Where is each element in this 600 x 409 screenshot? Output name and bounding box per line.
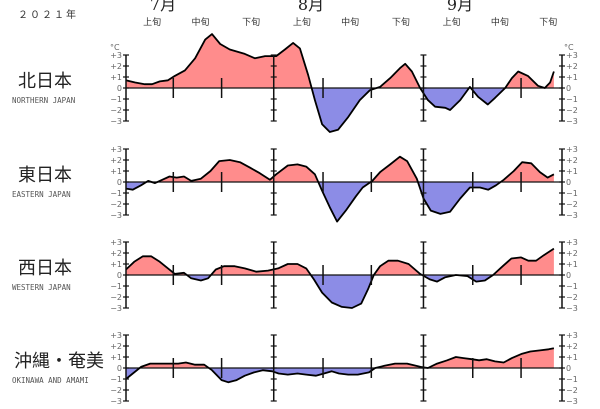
y-tick-label: +3 [566, 331, 578, 340]
y-tick-label: 0 [117, 178, 122, 187]
panel-western-japan: 西日本 WESTERN JAPAN +3 +2 +1 0 −1 −2 −3 +3 +2 +1 0 −1 −2… [12, 238, 578, 313]
y-tick-label: −1 [110, 282, 122, 291]
y-tick-label: −2 [110, 200, 122, 209]
y-tick-label: +1 [110, 167, 122, 176]
y-tick-label: −2 [110, 293, 122, 302]
negative-anomaly-area [126, 88, 554, 132]
y-tick-label: +2 [110, 249, 122, 258]
y-tick-label: +3 [110, 238, 122, 247]
y-tick-label: +3 [110, 331, 122, 340]
y-tick-label: −1 [110, 189, 122, 198]
y-tick-label: +1 [110, 73, 122, 82]
y-tick-label: −1 [566, 95, 578, 104]
y-tick-label: −2 [566, 106, 578, 115]
anomaly-line [125, 247, 555, 309]
y-tick-label: 0 [117, 271, 122, 280]
month-label: 7月 [150, 0, 176, 14]
y-tick-label: +2 [110, 342, 122, 351]
y-tick-label: −1 [566, 375, 578, 384]
year-label: ２０２１年 [18, 8, 78, 21]
decade-label: 中旬 [491, 16, 509, 28]
positive-anomaly-area [126, 248, 554, 275]
region-name-en: NORTHERN JAPAN [12, 96, 75, 105]
y-tick-label: −3 [110, 304, 122, 313]
anomaly-line [125, 347, 555, 384]
y-tick-label: +1 [110, 260, 122, 269]
panel-okinawa-and-amami: 沖縄・奄美 OKINAWA AND AMAMI +3 +2 +1 0 −1 −2 −3 +3 +2 +… [12, 331, 578, 406]
anomaly-line [125, 33, 555, 133]
y-tick-label: −2 [566, 293, 578, 302]
y-tick-label: +3 [566, 238, 578, 247]
decade-label: 上旬 [143, 16, 161, 28]
y-tick-label: −2 [110, 106, 122, 115]
y-tick-label: −3 [110, 117, 122, 126]
y-tick-label: 0 [566, 271, 571, 280]
y-tick-label: −3 [110, 211, 122, 220]
month-label: 8月 [298, 0, 324, 14]
y-tick-label: +3 [566, 51, 578, 60]
y-tick-label: −3 [566, 211, 578, 220]
y-tick-label: +3 [110, 145, 122, 154]
region-name-en: WESTERN JAPAN [12, 283, 71, 292]
y-tick-label: −2 [566, 200, 578, 209]
y-tick-label: 0 [117, 364, 122, 373]
y-tick-label: −1 [110, 375, 122, 384]
y-tick-label: +2 [566, 62, 578, 71]
y-tick-label: +2 [566, 249, 578, 258]
y-tick-label: +1 [110, 353, 122, 362]
decade-label: 中旬 [341, 16, 359, 28]
y-tick-label: −3 [566, 397, 578, 406]
y-tick-label: 0 [566, 84, 571, 93]
month-label: 9月 [447, 0, 473, 14]
y-tick-label: +1 [566, 260, 578, 269]
y-tick-label: +3 [566, 145, 578, 154]
y-tick-label: +2 [110, 62, 122, 71]
y-tick-label: −1 [566, 282, 578, 291]
y-tick-label: +3 [110, 51, 122, 60]
negative-anomaly-area [126, 368, 554, 383]
positive-anomaly-area [126, 156, 554, 182]
y-tick-label: −1 [566, 189, 578, 198]
region-name: 北日本 [18, 71, 72, 92]
y-tick-label: +2 [110, 156, 122, 165]
decade-label: 下旬 [539, 16, 557, 28]
positive-anomaly-area [126, 348, 554, 368]
y-tick-label: −3 [566, 117, 578, 126]
decade-label: 上旬 [443, 16, 461, 28]
region-name-en: OKINAWA AND AMAMI [12, 376, 89, 385]
y-tick-label: −2 [110, 386, 122, 395]
y-tick-label: +1 [566, 353, 578, 362]
y-tick-label: −1 [110, 95, 122, 104]
decade-label: 下旬 [392, 16, 410, 28]
positive-anomaly-area [126, 34, 554, 88]
negative-anomaly-area [126, 275, 554, 308]
y-tick-label: −2 [566, 386, 578, 395]
y-tick-label: −3 [110, 397, 122, 406]
y-tick-label: +1 [566, 167, 578, 176]
region-name: 西日本 [18, 258, 72, 279]
anomaly-line [125, 155, 555, 223]
y-tick-label: +1 [566, 73, 578, 82]
y-tick-label: 0 [117, 84, 122, 93]
region-name-en: EASTERN JAPAN [12, 190, 71, 199]
decade-label: 中旬 [191, 16, 209, 28]
y-tick-label: +2 [566, 342, 578, 351]
decade-label: 下旬 [242, 16, 260, 28]
y-tick-label: −3 [566, 304, 578, 313]
unit-label: °C [564, 43, 574, 52]
region-name: 沖縄・奄美 [14, 351, 104, 372]
panel-eastern-japan: 東日本 EASTERN JAPAN +3 +2 +1 0 −1 −2 −3 +3 +2 +1 0 −1 −2… [12, 145, 578, 223]
y-tick-label: +2 [566, 156, 578, 165]
y-tick-label: 0 [566, 178, 571, 187]
region-name: 東日本 [18, 165, 72, 186]
unit-label: °C [110, 43, 120, 52]
y-tick-label: 0 [566, 364, 571, 373]
decade-label: 上旬 [293, 16, 311, 28]
